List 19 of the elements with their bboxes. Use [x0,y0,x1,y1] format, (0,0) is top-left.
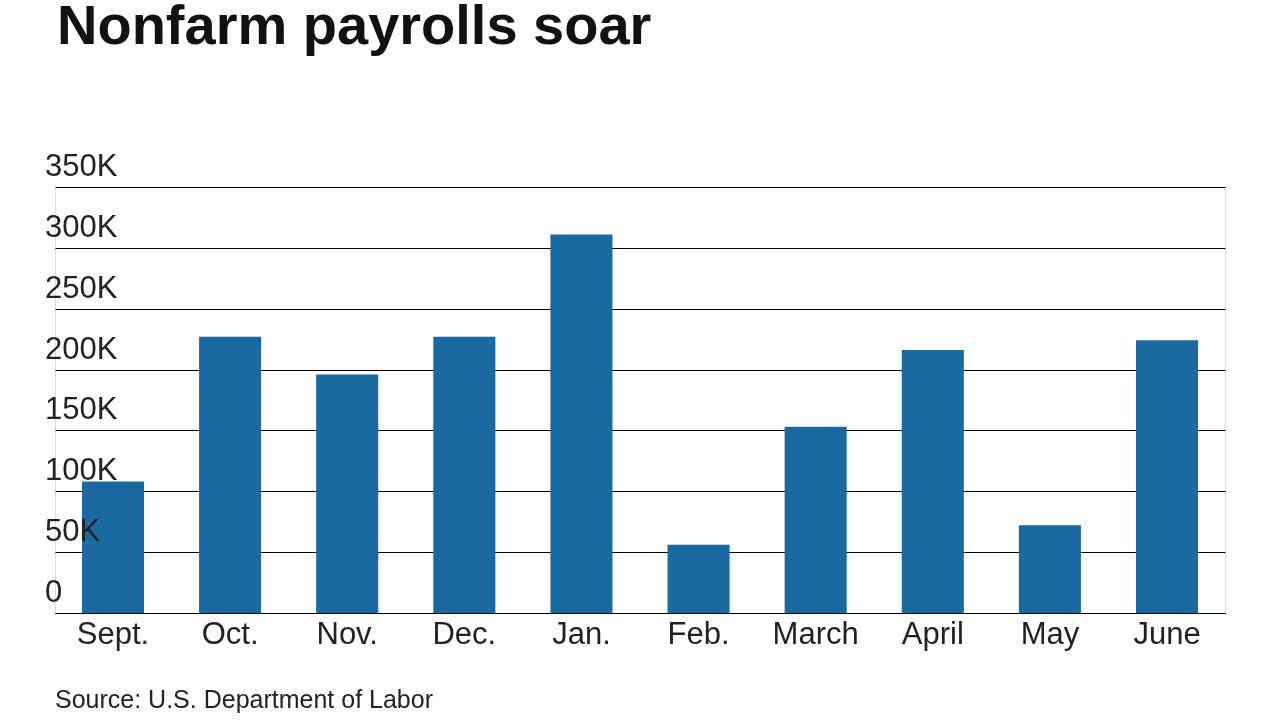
x-tick-label: Dec. [432,615,497,651]
y-tick-label: 250K [45,269,118,305]
y-tick-label: 0 [45,574,63,609]
x-tick-label: March [772,615,859,651]
y-tick-label: 100K [45,452,118,488]
x-tick-label: Feb. [667,615,730,651]
chart-title: Nonfarm payrolls soar [57,0,652,56]
x-tick-label: Nov. [316,615,378,651]
x-tick-label: Sept. [76,615,150,651]
x-tick-label: June [1133,615,1201,651]
x-tick-label: April [901,615,964,651]
x-tick-label: Jan. [552,615,611,651]
x-tick-label: Oct. [201,615,259,651]
y-tick-label: 150K [45,391,118,427]
y-tick-label: 300K [45,208,118,244]
x-tick-label: May [1020,615,1080,651]
y-tick-label: 200K [45,330,118,366]
y-tick-label: 350K [45,148,118,183]
source-note: Source: U.S. Department of Labor [55,685,433,713]
